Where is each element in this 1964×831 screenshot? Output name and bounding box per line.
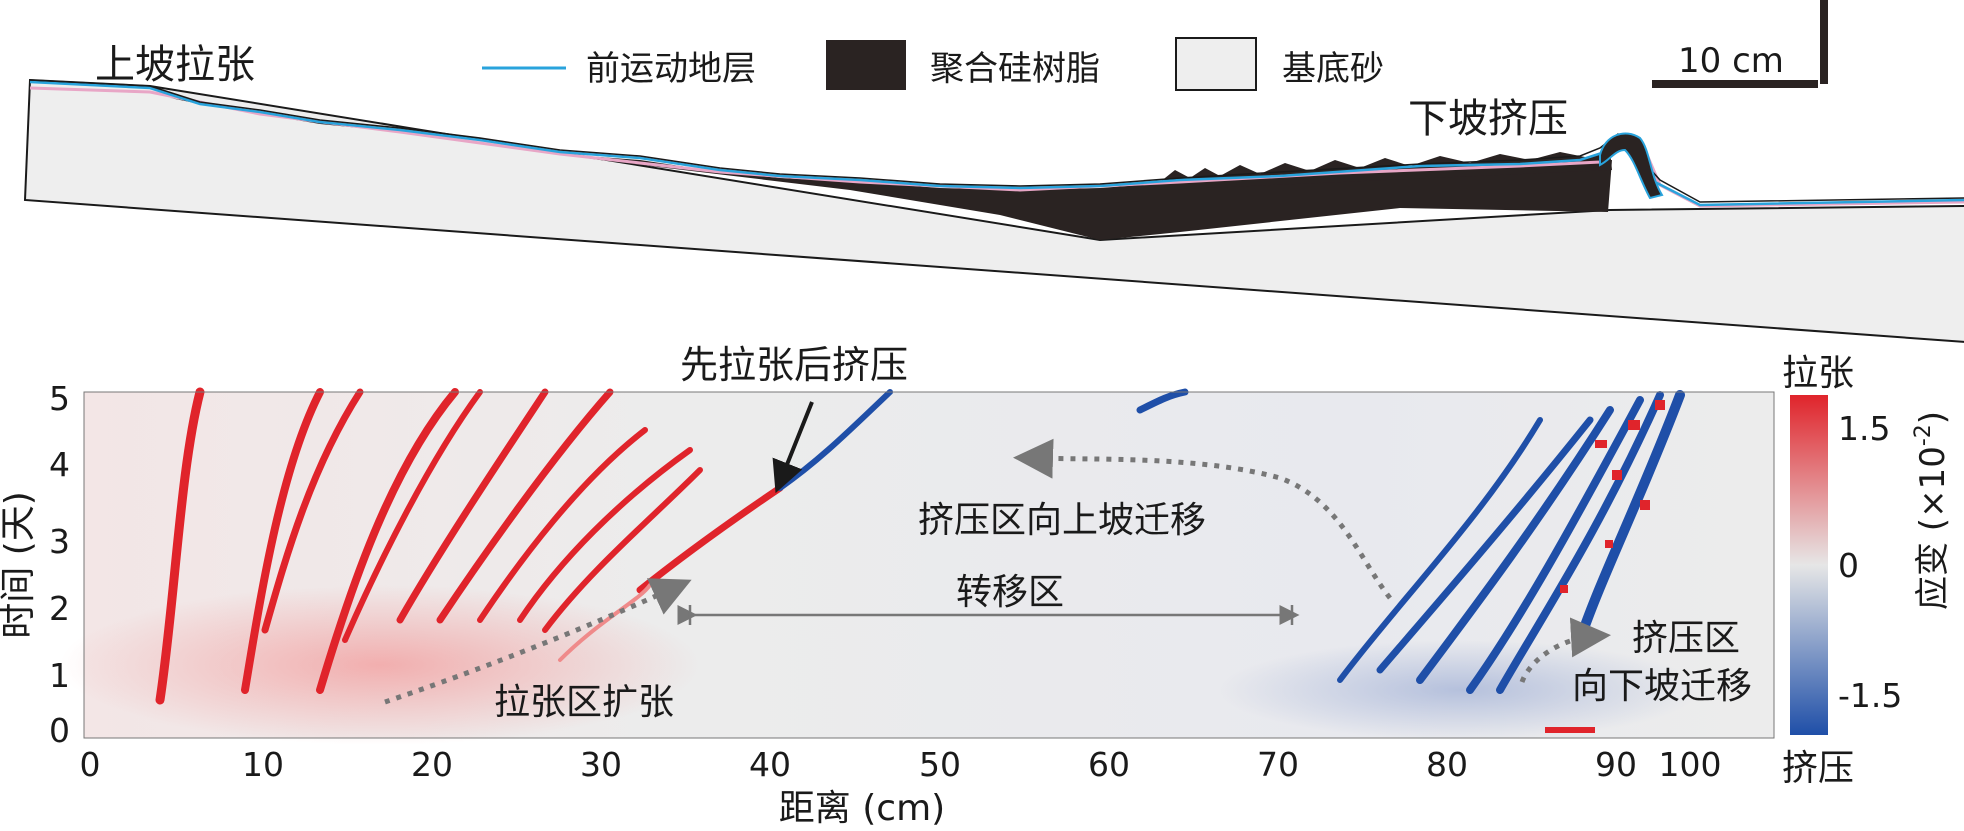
x-tick-90: 90 xyxy=(1595,745,1637,784)
compression-fault-4 xyxy=(1466,396,1644,694)
compression-diffuse-zone xyxy=(1220,640,1700,740)
colorbar-title: 应变 (×10-2) xyxy=(1911,411,1953,610)
arrow-extension-then-compression xyxy=(772,401,814,494)
x-tick-60: 60 xyxy=(1088,745,1130,784)
y-tick-4: 4 xyxy=(49,445,70,484)
scale-bar: 10 cm xyxy=(1652,0,1828,88)
legend-label-silicone: 聚合硅树脂 xyxy=(930,49,1100,89)
upslope-extension-label: 上坡拉张 xyxy=(95,42,255,88)
x-tick-0: 0 xyxy=(80,745,101,784)
annotation-extension-expand: 拉张区扩张 xyxy=(494,682,674,723)
extension-fault-8 xyxy=(477,427,648,623)
x-tick-100: 100 xyxy=(1659,745,1722,784)
red-patch xyxy=(1605,540,1613,548)
compression-fault-1 xyxy=(1337,417,1543,683)
extension-diffuse-zone xyxy=(60,585,700,745)
extension-fault-6 xyxy=(396,388,549,624)
x-tick-80: 80 xyxy=(1426,745,1468,784)
svg-text:应变 (×10-2): 应变 (×10-2) xyxy=(1911,411,1953,610)
arrow-extension-expand xyxy=(384,578,692,705)
annotation-compression-zone-1: 挤压区 xyxy=(1632,618,1740,659)
annotation-compression-upslope: 挤压区向上坡迁移 xyxy=(918,500,1206,541)
red-patch xyxy=(1612,470,1622,480)
downslope-compression-label: 下坡挤压 xyxy=(1408,96,1568,142)
colorbar-title-main: 应变 (×10 xyxy=(1913,446,1953,610)
legend-swatch-sand xyxy=(1175,37,1257,91)
plot-frame xyxy=(83,391,1775,739)
x-tick-50: 50 xyxy=(919,745,961,784)
legend-label-sand: 基底砂 xyxy=(1282,49,1384,89)
x-tick-70: 70 xyxy=(1257,745,1299,784)
annotation-transfer-zone: 转移区 xyxy=(956,572,1064,613)
extension-faults xyxy=(155,387,784,705)
red-patch xyxy=(1595,440,1607,448)
y-axis: 0 1 2 3 4 5 xyxy=(49,379,70,750)
compression-fault-2 xyxy=(1376,416,1594,674)
compression-faults xyxy=(777,388,1685,694)
cross-section xyxy=(23,78,1964,343)
x-axis-label: 距离 (cm) xyxy=(779,788,945,829)
compression-fault-3 xyxy=(1416,406,1614,684)
extension-fault-10 xyxy=(542,467,703,633)
colorbar-tick-mid: 0 xyxy=(1838,546,1859,585)
compression-fault-5 xyxy=(1496,391,1664,694)
x-axis: 0 10 20 30 40 50 60 70 80 90 100 xyxy=(80,745,1722,784)
scale-bar-label: 10 cm xyxy=(1678,41,1784,81)
extension-fault-3 xyxy=(261,388,364,634)
y-tick-1: 1 xyxy=(49,656,70,695)
legend-swatch-silicone xyxy=(826,40,906,90)
extension-fault-2 xyxy=(241,388,324,694)
x-tick-10: 10 xyxy=(242,745,284,784)
arrow-compression-upslope xyxy=(1013,438,1392,600)
extension-fault-1 xyxy=(155,387,205,705)
x-tick-30: 30 xyxy=(580,745,622,784)
extension-fault-5 xyxy=(342,389,483,643)
silicone-layer xyxy=(170,98,1612,240)
extension-fault-7 xyxy=(436,388,614,624)
strain-heatmap xyxy=(60,387,1774,745)
x-tick-40: 40 xyxy=(749,745,791,784)
colorbar-top-label: 拉张 xyxy=(1782,353,1854,394)
red-patch xyxy=(1655,400,1665,410)
y-tick-2: 2 xyxy=(49,589,70,628)
colorbar-gradient xyxy=(1790,395,1828,735)
y-tick-3: 3 xyxy=(49,522,70,561)
annotation-compression-zone-2: 向下坡迁移 xyxy=(1572,666,1752,707)
y-tick-5: 5 xyxy=(49,379,70,418)
compression-zone-red-patches xyxy=(1560,400,1665,593)
legend: 前运动地层 聚合硅树脂 基底砂 xyxy=(482,37,1384,91)
red-patch xyxy=(1640,500,1650,510)
compression-fault-top xyxy=(1136,388,1189,414)
extension-fault-11 xyxy=(636,484,784,594)
extension-fault-4 xyxy=(316,388,459,694)
red-patch xyxy=(1560,585,1568,593)
y-axis-label: 时间 (天) xyxy=(0,491,39,639)
extension-fault-12 xyxy=(558,583,652,662)
x-tick-20: 20 xyxy=(411,745,453,784)
extension-fault-9 xyxy=(517,447,693,623)
colorbar-tick-high: 1.5 xyxy=(1838,409,1890,448)
downslope-fold xyxy=(1599,132,1664,200)
annotation-extension-then-compression: 先拉张后挤压 xyxy=(680,343,908,387)
colorbar: 拉张 1.5 0 -1.5 挤压 应变 (×10-2) xyxy=(1782,353,1953,789)
legend-label-pre-kinematic: 前运动地层 xyxy=(586,49,756,89)
colorbar-tick-low: -1.5 xyxy=(1838,676,1902,715)
y-tick-0: 0 xyxy=(49,711,70,750)
compression-fault-6 xyxy=(1575,390,1685,645)
colorbar-title-exponent: -2 xyxy=(1911,424,1936,446)
colorbar-bottom-label: 挤压 xyxy=(1782,748,1854,789)
colorbar-title-close: ) xyxy=(1913,411,1953,424)
red-patch xyxy=(1628,420,1640,430)
